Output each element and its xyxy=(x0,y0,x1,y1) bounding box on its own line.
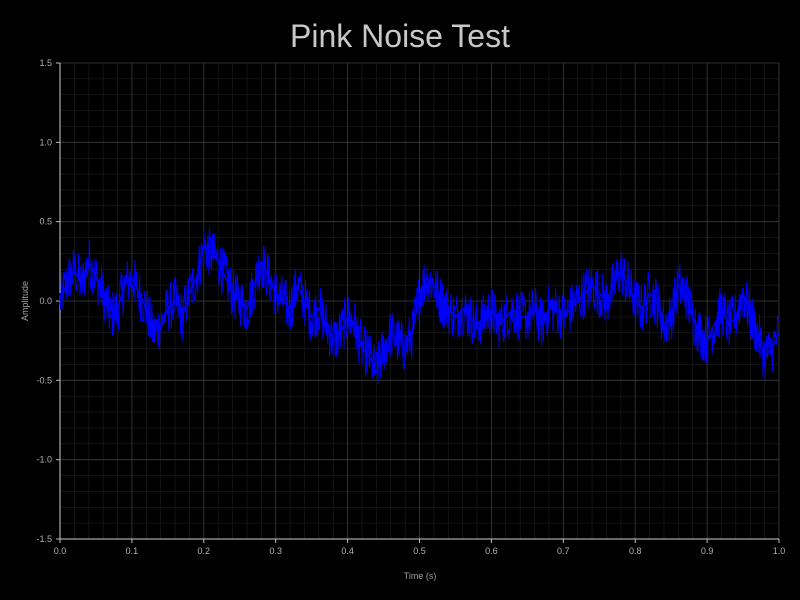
x-tick-label: 0.3 xyxy=(269,546,282,556)
y-tick-labels: 1.5 1.0 0.5 0.0 -0.5 -1.0 -1.5 xyxy=(36,58,52,544)
x-tick-label: 1.0 xyxy=(773,546,786,556)
chart-title: Pink Noise Test xyxy=(290,18,510,54)
y-tick-label: -0.5 xyxy=(36,375,52,385)
x-tick-label: 0.0 xyxy=(54,546,67,556)
x-tick-label: 0.2 xyxy=(198,546,211,556)
x-tick-label: 0.1 xyxy=(126,546,139,556)
x-axis-label: Time (s) xyxy=(404,571,437,581)
x-tick-label: 0.5 xyxy=(413,546,426,556)
y-axis-label: Amplitude xyxy=(20,281,30,321)
y-tick-label: -1.0 xyxy=(36,455,52,465)
y-tick-label: 0.0 xyxy=(39,296,52,306)
y-tick-label: 1.0 xyxy=(39,137,52,147)
x-tick-labels: 0.0 0.1 0.2 0.3 0.4 0.5 0.6 0.7 0.8 0.9 1.0 xyxy=(54,546,786,556)
series-noise-trace xyxy=(59,226,780,385)
y-tick-label: 0.5 xyxy=(39,217,52,227)
y-tick-label: 1.5 xyxy=(39,58,52,68)
x-tick-label: 0.9 xyxy=(701,546,714,556)
y-tick-label: -1.5 xyxy=(36,534,52,544)
x-tick-label: 0.4 xyxy=(341,546,354,556)
series-line xyxy=(59,243,780,375)
x-tick-label: 0.7 xyxy=(557,546,570,556)
series-layer xyxy=(59,226,780,385)
x-tick-label: 0.8 xyxy=(629,546,642,556)
x-tick-label: 0.6 xyxy=(485,546,498,556)
